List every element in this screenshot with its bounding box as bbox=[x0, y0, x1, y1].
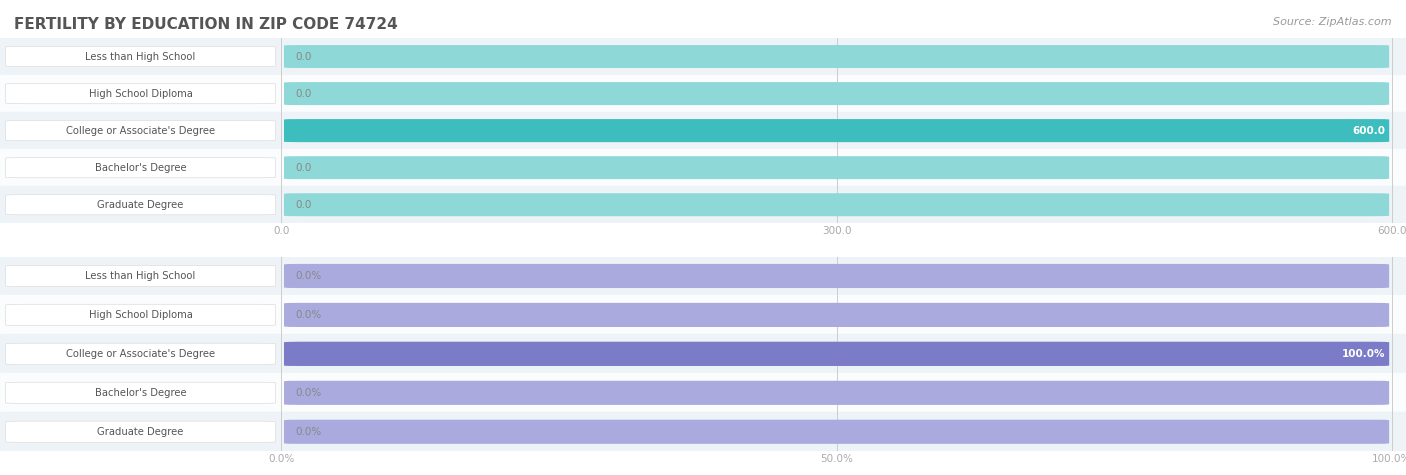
Bar bbox=[0, 256, 1406, 295]
FancyBboxPatch shape bbox=[6, 266, 276, 286]
Text: 600.0: 600.0 bbox=[1353, 125, 1385, 136]
Text: Source: ZipAtlas.com: Source: ZipAtlas.com bbox=[1274, 17, 1392, 27]
Text: High School Diploma: High School Diploma bbox=[89, 88, 193, 99]
FancyBboxPatch shape bbox=[284, 303, 1389, 327]
Bar bbox=[0, 295, 1406, 334]
Bar bbox=[0, 373, 1406, 412]
Text: Less than High School: Less than High School bbox=[86, 271, 195, 281]
Text: Less than High School: Less than High School bbox=[86, 51, 195, 62]
Text: 100.0%: 100.0% bbox=[1341, 349, 1385, 359]
FancyBboxPatch shape bbox=[284, 156, 1389, 179]
Text: 0.0%: 0.0% bbox=[295, 271, 322, 281]
Text: College or Associate's Degree: College or Associate's Degree bbox=[66, 349, 215, 359]
FancyBboxPatch shape bbox=[284, 420, 1389, 444]
FancyBboxPatch shape bbox=[6, 158, 276, 178]
Bar bbox=[0, 186, 1406, 223]
Text: High School Diploma: High School Diploma bbox=[89, 310, 193, 320]
Text: FERTILITY BY EDUCATION IN ZIP CODE 74724: FERTILITY BY EDUCATION IN ZIP CODE 74724 bbox=[14, 17, 398, 32]
FancyBboxPatch shape bbox=[284, 82, 1389, 105]
Bar bbox=[0, 412, 1406, 451]
Bar bbox=[0, 149, 1406, 186]
Text: 0.0: 0.0 bbox=[295, 200, 312, 210]
FancyBboxPatch shape bbox=[284, 119, 1389, 142]
FancyBboxPatch shape bbox=[284, 45, 1389, 68]
Bar bbox=[0, 38, 1406, 75]
FancyBboxPatch shape bbox=[6, 121, 276, 141]
FancyBboxPatch shape bbox=[284, 342, 1389, 366]
FancyBboxPatch shape bbox=[6, 47, 276, 66]
Text: Graduate Degree: Graduate Degree bbox=[97, 427, 184, 437]
FancyBboxPatch shape bbox=[6, 382, 276, 403]
Bar bbox=[0, 112, 1406, 149]
FancyBboxPatch shape bbox=[284, 193, 1389, 216]
Text: 0.0%: 0.0% bbox=[295, 388, 322, 398]
FancyBboxPatch shape bbox=[6, 84, 276, 104]
Text: Bachelor's Degree: Bachelor's Degree bbox=[94, 162, 187, 173]
Text: College or Associate's Degree: College or Associate's Degree bbox=[66, 125, 215, 136]
Bar bbox=[0, 75, 1406, 112]
FancyBboxPatch shape bbox=[6, 421, 276, 442]
Bar bbox=[0, 334, 1406, 373]
FancyBboxPatch shape bbox=[6, 304, 276, 325]
Text: Graduate Degree: Graduate Degree bbox=[97, 200, 184, 210]
Text: 0.0%: 0.0% bbox=[295, 310, 322, 320]
FancyBboxPatch shape bbox=[6, 343, 276, 364]
FancyBboxPatch shape bbox=[284, 264, 1389, 288]
Text: Bachelor's Degree: Bachelor's Degree bbox=[94, 388, 187, 398]
Text: 0.0: 0.0 bbox=[295, 162, 312, 173]
Text: 0.0%: 0.0% bbox=[295, 427, 322, 437]
Text: 0.0: 0.0 bbox=[295, 51, 312, 62]
FancyBboxPatch shape bbox=[284, 381, 1389, 405]
Text: 0.0: 0.0 bbox=[295, 88, 312, 99]
FancyBboxPatch shape bbox=[284, 342, 1389, 366]
FancyBboxPatch shape bbox=[6, 195, 276, 215]
FancyBboxPatch shape bbox=[284, 119, 1389, 142]
